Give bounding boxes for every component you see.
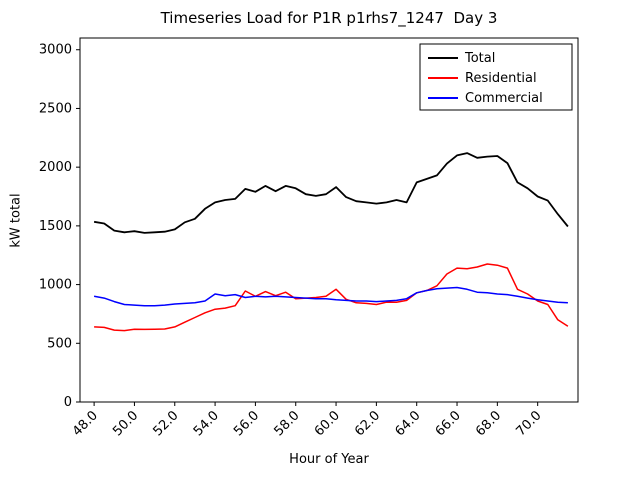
x-tick-label: 60.0: [312, 408, 343, 439]
y-tick-label: 1000: [39, 278, 72, 293]
series-line-total: [93, 152, 569, 234]
y-tick-label: 1500: [39, 219, 72, 234]
x-tick-label: 64.0: [392, 408, 423, 439]
x-tick-label: 54.0: [191, 408, 222, 439]
series-line-residential: [94, 263, 569, 332]
x-tick-label: 62.0: [352, 408, 383, 439]
y-tick-label: 0: [64, 395, 72, 410]
x-tick-label: 58.0: [271, 408, 302, 439]
legend-label-total: Total: [464, 51, 495, 66]
series-line-commercial: [93, 286, 568, 307]
legend-label-commercial: Commercial: [465, 91, 543, 106]
y-tick-label: 2000: [39, 160, 72, 175]
y-tick-label: 500: [47, 336, 72, 351]
x-tick-label: 56.0: [231, 408, 262, 439]
legend-label-residential: Residential: [465, 71, 537, 86]
x-tick-label: 52.0: [151, 408, 182, 439]
x-tick-label: 48.0: [70, 408, 101, 439]
x-tick-label: 68.0: [473, 408, 504, 439]
x-tick-label: 70.0: [513, 408, 544, 439]
x-axis-label: Hour of Year: [289, 452, 369, 467]
x-tick-label: 66.0: [433, 408, 464, 439]
y-tick-label: 3000: [39, 43, 72, 58]
axes-frame: [79, 37, 579, 403]
chart-title: Timeseries Load for P1R p1rhs7_1247 Day …: [160, 9, 498, 27]
x-tick-label: 50.0: [110, 408, 141, 439]
y-tick-label: 2500: [39, 101, 72, 116]
